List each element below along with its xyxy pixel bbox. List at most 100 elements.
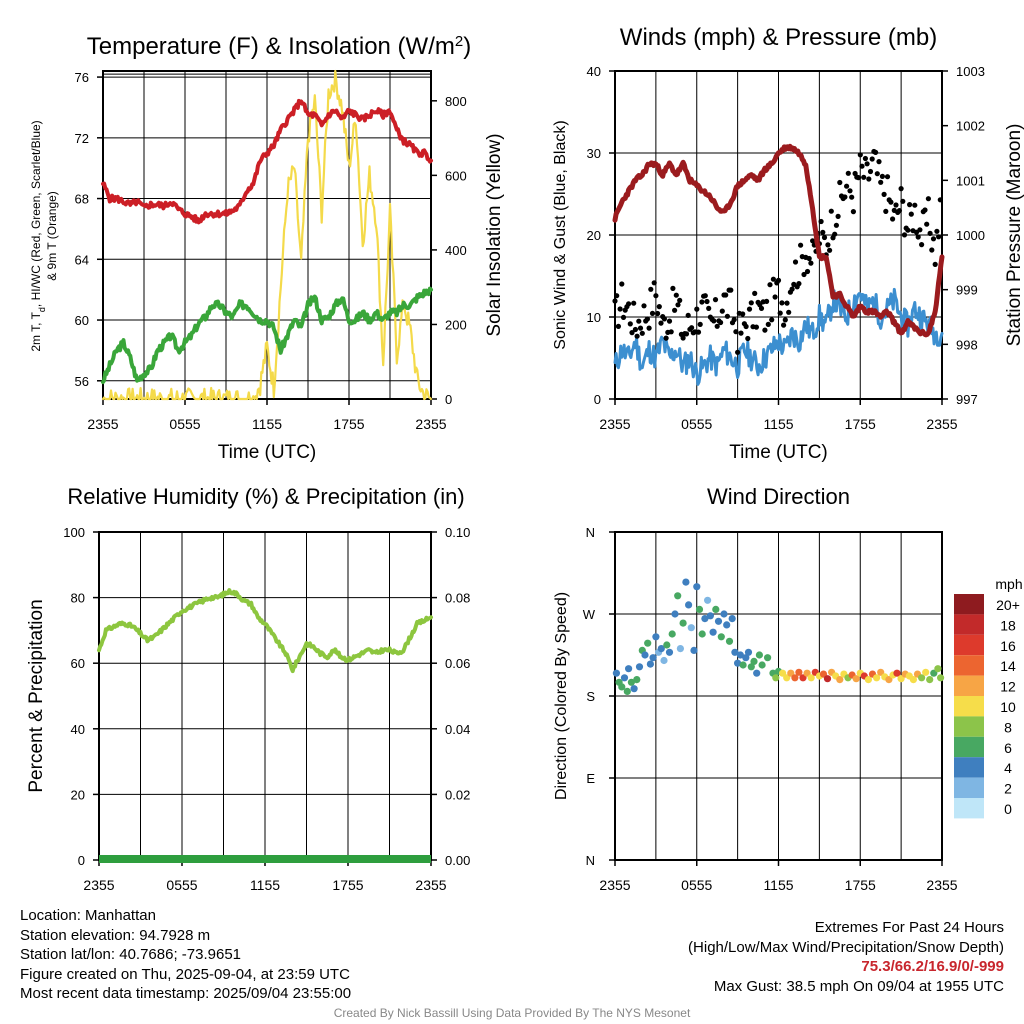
- x-tick-label: 0555: [166, 877, 197, 893]
- gust-point: [626, 301, 632, 307]
- direction-point: [795, 668, 803, 676]
- gust-point: [673, 292, 679, 298]
- insolation-tick-label: 0: [445, 392, 452, 407]
- gust-point: [810, 238, 816, 244]
- gust-point: [661, 316, 668, 322]
- direction-tick-label: W: [583, 607, 596, 622]
- humidity-line: [97, 588, 433, 674]
- gust-point: [820, 229, 826, 235]
- gust-point: [908, 211, 914, 217]
- x-tick-label: 1155: [252, 416, 282, 432]
- latlon-text: Station lat/lon: 40.7686; -73.9651: [20, 946, 242, 963]
- direction-point: [685, 601, 693, 609]
- gust-point: [915, 234, 921, 240]
- gust-point: [912, 202, 918, 208]
- x-tick-label: 2355: [926, 416, 957, 432]
- wind-tick-label: 40: [587, 64, 601, 79]
- gust-point: [801, 271, 807, 278]
- direction-point: [877, 668, 885, 676]
- x-tick-label: 2355: [83, 877, 114, 893]
- gust-point: [644, 316, 651, 322]
- created-text: Figure created on Thu, 2025-09-04, at 23…: [20, 965, 350, 983]
- gust-point: [884, 174, 891, 180]
- direction-point: [712, 605, 720, 614]
- gust-point: [666, 318, 673, 324]
- direction-point: [701, 615, 709, 623]
- gust-point: [767, 282, 773, 288]
- gust-point: [859, 163, 865, 169]
- gust-point: [781, 322, 787, 328]
- gust-point: [821, 234, 828, 241]
- direction-point: [739, 661, 747, 669]
- gust-point: [670, 285, 676, 291]
- gust-point: [615, 323, 622, 329]
- gust-point: [762, 327, 768, 333]
- direction-point: [922, 668, 930, 676]
- direction-point: [918, 674, 926, 682]
- x-tick-label: 1755: [845, 877, 876, 893]
- legend-swatch: [954, 777, 984, 798]
- gust-point: [656, 304, 662, 310]
- legend-swatch: [954, 655, 984, 676]
- gust-point: [641, 303, 647, 309]
- legend-label: 10: [1000, 699, 1016, 715]
- gust-point: [712, 297, 719, 303]
- gust-point: [855, 175, 862, 181]
- humidity-tick-label: 0: [78, 853, 85, 868]
- legend-swatch: [954, 696, 984, 717]
- humidity-tick-label: 20: [71, 787, 85, 802]
- direction-point: [799, 674, 807, 682]
- gust-point: [876, 159, 882, 165]
- direction-point: [633, 676, 641, 684]
- gust-point: [636, 318, 642, 324]
- direction-point: [909, 676, 918, 684]
- gust-point: [718, 319, 724, 326]
- wind-tick-label: 30: [587, 146, 601, 161]
- pressure-tick-label: 1002: [956, 119, 985, 134]
- direction-point: [753, 669, 761, 677]
- legend-label: 4: [1004, 760, 1012, 776]
- gust-point: [632, 326, 639, 333]
- direction-point: [764, 654, 772, 662]
- temperature-tick-label: 56: [75, 374, 89, 389]
- direction-point: [742, 654, 750, 662]
- wind-tick-label: 10: [587, 310, 601, 325]
- gust-point: [828, 208, 834, 214]
- extremes-box: Extremes For Past 24 Hours (High/Low/Max…: [688, 918, 1004, 996]
- temperature-tick-label: 68: [75, 192, 89, 207]
- gust-point: [927, 230, 933, 236]
- gust-point: [658, 320, 664, 326]
- gust-point: [893, 202, 899, 208]
- gust-point: [733, 329, 739, 335]
- legend-swatch: [954, 757, 984, 778]
- direction-point: [623, 687, 631, 696]
- gust-point: [869, 156, 875, 162]
- precip-tick-label: 0.06: [445, 656, 470, 671]
- pressure-tick-label: 1003: [956, 64, 985, 79]
- x-tick-label: 2355: [599, 416, 630, 432]
- gust-point: [862, 155, 869, 162]
- gust-point: [827, 247, 833, 253]
- gust-point: [845, 170, 851, 176]
- wind-x-axis-label: Time (UTC): [729, 442, 828, 463]
- gust-point: [818, 218, 824, 225]
- recent-data-text: Most recent data timestamp: 2025/09/04 2…: [20, 985, 352, 1002]
- direction-panel-title: Wind Direction: [707, 484, 850, 509]
- gust-point: [668, 329, 674, 335]
- x-tick-label: 2355: [926, 877, 957, 893]
- wind-y-axis-label: Sonic Wind & Gust (Blue, Black): [552, 120, 569, 349]
- direction-point: [783, 674, 791, 682]
- direction-point: [873, 674, 881, 682]
- legend-label: 12: [1000, 679, 1016, 695]
- legend-swatch: [954, 594, 984, 615]
- direction-point: [731, 648, 739, 656]
- x-tick-label: 1155: [763, 877, 793, 893]
- gust-point: [833, 222, 840, 228]
- gust-point: [685, 312, 691, 318]
- direction-point: [646, 660, 655, 668]
- gust-point: [634, 333, 640, 339]
- gust-point: [723, 292, 729, 298]
- direction-point: [791, 674, 799, 682]
- x-tick-label: 2355: [87, 416, 118, 432]
- direction-point: [864, 676, 873, 684]
